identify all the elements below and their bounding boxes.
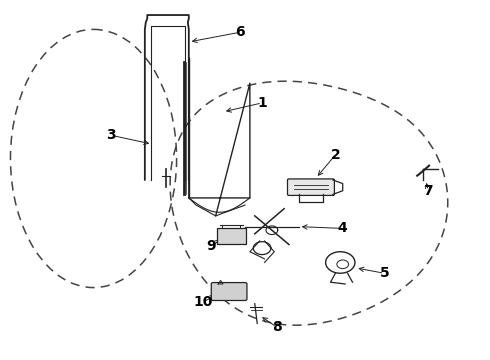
Text: 7: 7	[423, 184, 433, 198]
Text: 9: 9	[206, 239, 216, 253]
Text: 3: 3	[106, 128, 116, 142]
Text: 10: 10	[194, 295, 213, 309]
FancyBboxPatch shape	[288, 179, 334, 195]
Text: 2: 2	[331, 148, 340, 162]
FancyBboxPatch shape	[211, 283, 247, 301]
Text: 8: 8	[272, 320, 282, 334]
Text: 6: 6	[235, 25, 245, 39]
Text: 4: 4	[338, 221, 347, 235]
FancyBboxPatch shape	[217, 228, 246, 244]
Text: 1: 1	[257, 96, 267, 110]
Text: 5: 5	[379, 266, 389, 280]
